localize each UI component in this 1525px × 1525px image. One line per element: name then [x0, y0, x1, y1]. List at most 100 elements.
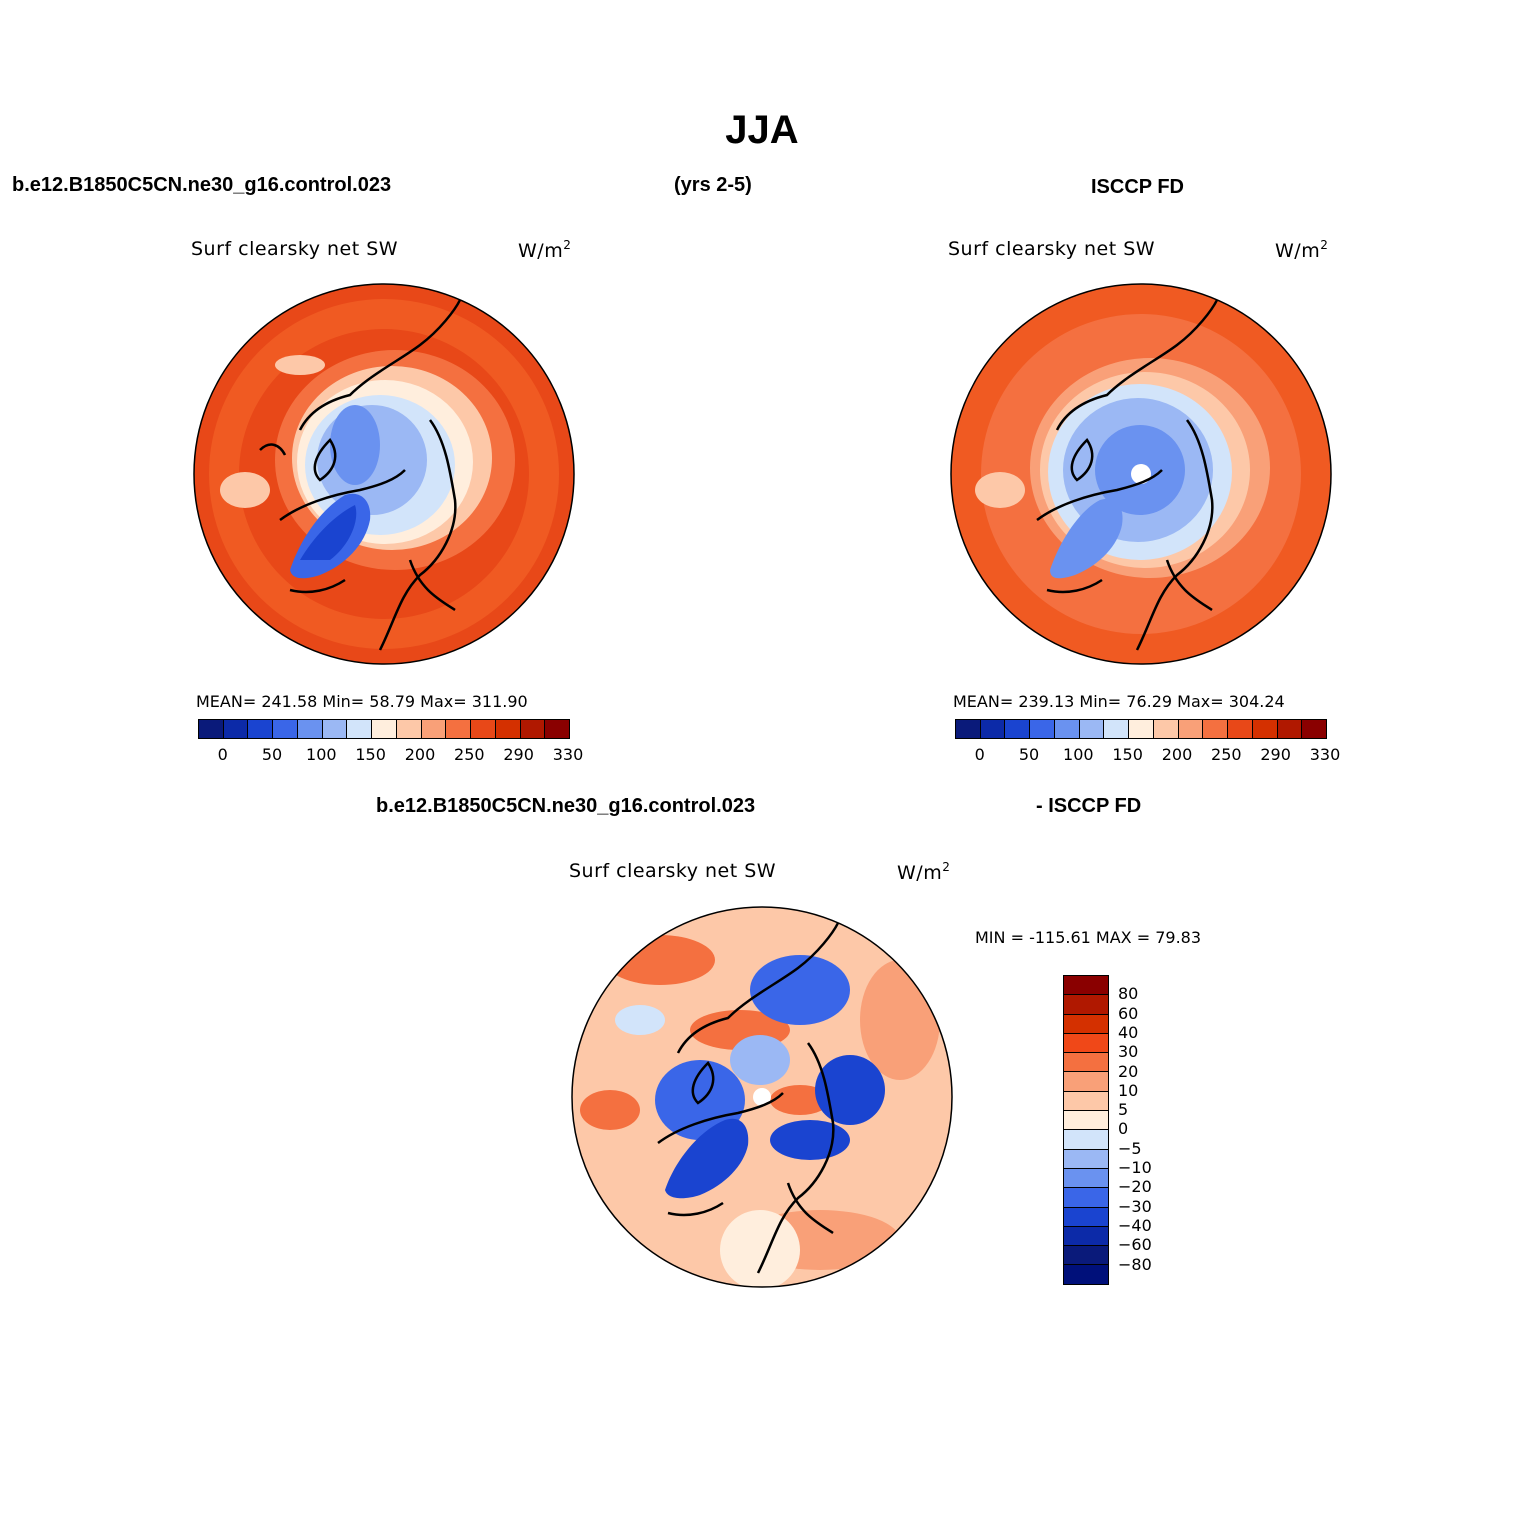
right-units-label: W/m2 — [1275, 238, 1329, 262]
colorbar-box-9 — [1178, 720, 1204, 738]
colorbar-tick-label: −5 — [1118, 1138, 1142, 1158]
colorbar-box-4 — [297, 720, 323, 738]
left-colorbar — [198, 719, 570, 739]
colorbar-box-2 — [1064, 1014, 1108, 1034]
colorbar-box-12 — [1064, 1207, 1108, 1227]
colorbar-box-14 — [545, 720, 570, 738]
colorbar-box-12 — [495, 720, 521, 738]
diff-variable-label: Surf clearsky net SW — [569, 860, 777, 882]
left-colorbar-ticks: 0 50 100 150 200 250 290 330 — [198, 745, 584, 765]
colorbar-tick-label: 290 — [503, 745, 534, 764]
colorbar-tick-label: 5 — [1118, 1100, 1129, 1120]
years-header: (yrs 2-5) — [674, 174, 752, 196]
colorbar-tick-label: 100 — [1063, 745, 1094, 764]
colorbar-box-14 — [1064, 1246, 1108, 1266]
colorbar-box-4 — [1054, 720, 1080, 738]
colorbar-tick-label: −20 — [1118, 1177, 1152, 1197]
colorbar-box-11 — [1064, 1188, 1108, 1208]
colorbar-box-10 — [446, 720, 472, 738]
left-stats: MEAN= 241.58 Min= 58.79 Max= 311.90 — [196, 692, 528, 711]
colorbar-box-8 — [1153, 720, 1179, 738]
colorbar-box-0 — [199, 720, 224, 738]
colorbar-tick-label: −40 — [1118, 1215, 1152, 1235]
diff-colorbar — [1063, 975, 1109, 1285]
colorbar-tick-label: 200 — [404, 745, 436, 764]
page-title: JJA — [725, 108, 799, 152]
diff-units-label: W/m2 — [897, 860, 951, 884]
colorbar-tick-label: 200 — [1161, 745, 1193, 764]
diff-header-right: - ISCCP FD — [1036, 795, 1142, 817]
colorbar-box-1 — [223, 720, 249, 738]
case-name-header: b.e12.B1850C5CN.ne30_g16.control.023 — [12, 174, 392, 196]
colorbar-box-3 — [1064, 1033, 1108, 1054]
colorbar-tick-label: 0 — [974, 745, 985, 764]
right-variable-label: Surf clearsky net SW — [948, 238, 1156, 260]
colorbar-box-8 — [1064, 1130, 1108, 1150]
right-stats: MEAN= 239.13 Min= 76.29 Max= 304.24 — [953, 692, 1285, 711]
diff-stats: MIN = -115.61 MAX = 79.83 — [975, 928, 1202, 947]
left-variable-label: Surf clearsky net SW — [191, 238, 399, 260]
colorbar-box-0 — [1064, 976, 1108, 996]
colorbar-tick-label: 10 — [1118, 1080, 1139, 1100]
colorbar-tick-label: −30 — [1118, 1196, 1152, 1216]
colorbar-box-13 — [1064, 1226, 1108, 1247]
colorbar-tick-label: 80 — [1118, 984, 1139, 1004]
colorbar-box-13 — [520, 720, 546, 738]
colorbar-tick-label: 150 — [1112, 745, 1143, 764]
colorbar-tick-label: 330 — [1309, 745, 1341, 764]
colorbar-box-8 — [396, 720, 422, 738]
colorbar-tick-label: −10 — [1118, 1158, 1152, 1177]
diff-colorbar-ticks: 80 60 40 30 20 10 5 0 −5 −10 −20 −30 −40 −60 −80 — [1118, 975, 1178, 1285]
colorbar-box-9 — [421, 720, 447, 738]
colorbar-tick-label: 20 — [1118, 1061, 1139, 1081]
colorbar-tick-label: 50 — [1018, 745, 1040, 764]
colorbar-box-12 — [1252, 720, 1278, 738]
right-colorbar-ticks: 0 50 100 150 200 250 290 330 — [955, 745, 1341, 765]
colorbar-box-2 — [248, 720, 274, 738]
colorbar-box-1 — [1064, 995, 1108, 1015]
colorbar-tick-label: 290 — [1260, 745, 1291, 764]
colorbar-tick-label: −60 — [1118, 1235, 1152, 1255]
colorbar-box-0 — [956, 720, 981, 738]
colorbar-tick-label: 250 — [1211, 745, 1242, 764]
colorbar-box-5 — [1064, 1072, 1108, 1092]
colorbar-box-11 — [1228, 720, 1253, 738]
colorbar-tick-label: 60 — [1118, 1003, 1139, 1023]
diff-header-left: b.e12.B1850C5CN.ne30_g16.control.023 — [376, 795, 756, 817]
colorbar-box-1 — [980, 720, 1006, 738]
colorbar-box-5 — [322, 720, 348, 738]
colorbar-tick-label: 30 — [1118, 1042, 1139, 1062]
colorbar-box-7 — [1064, 1111, 1108, 1131]
colorbar-box-10 — [1203, 720, 1229, 738]
colorbar-box-3 — [1030, 720, 1055, 738]
colorbar-tick-label: −80 — [1118, 1254, 1152, 1274]
colorbar-tick-label: 0 — [217, 745, 228, 764]
colorbar-tick-label: 250 — [454, 745, 485, 764]
colorbar-box-11 — [471, 720, 496, 738]
right-polar-map — [951, 284, 1331, 664]
right-colorbar — [955, 719, 1327, 739]
colorbar-box-13 — [1277, 720, 1303, 738]
diff-polar-map — [572, 907, 952, 1287]
colorbar-box-4 — [1064, 1053, 1108, 1073]
colorbar-box-2 — [1005, 720, 1031, 738]
colorbar-tick-label: 330 — [552, 745, 584, 764]
colorbar-box-10 — [1064, 1168, 1108, 1189]
colorbar-tick-label: 150 — [355, 745, 386, 764]
colorbar-box-6 — [347, 720, 373, 738]
colorbar-tick-label: 100 — [306, 745, 337, 764]
colorbar-box-7 — [1129, 720, 1154, 738]
colorbar-box-9 — [1064, 1149, 1108, 1169]
colorbar-box-5 — [1079, 720, 1105, 738]
colorbar-tick-label: 50 — [261, 745, 283, 764]
colorbar-tick-label: 0 — [1118, 1119, 1129, 1139]
obs-name-header: ISCCP FD — [1091, 176, 1184, 198]
colorbar-box-14 — [1302, 720, 1327, 738]
colorbar-box-6 — [1104, 720, 1130, 738]
colorbar-tick-label: 40 — [1118, 1022, 1139, 1042]
left-units-label: W/m2 — [518, 238, 572, 262]
colorbar-box-3 — [273, 720, 298, 738]
left-polar-map — [194, 284, 574, 664]
colorbar-box-6 — [1064, 1091, 1108, 1112]
colorbar-box-7 — [372, 720, 397, 738]
